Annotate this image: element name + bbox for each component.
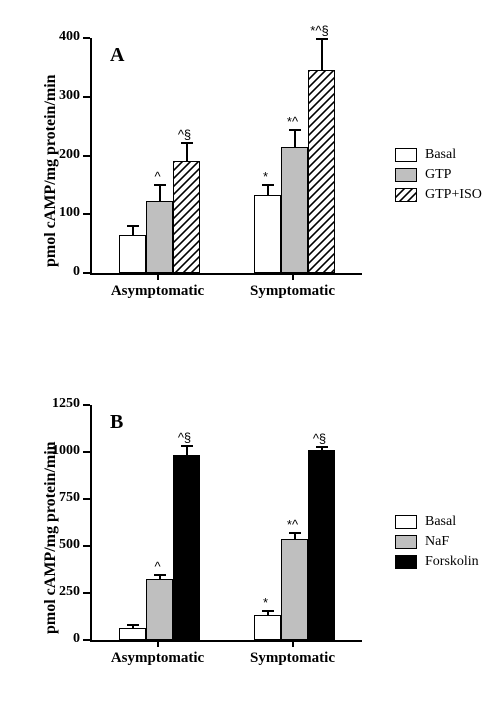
error-cap (289, 129, 301, 131)
sig-annotation: * (263, 169, 268, 184)
bar (281, 539, 308, 640)
sig-annotation: *^ (287, 517, 298, 532)
category-label: Symptomatic (250, 283, 335, 300)
panel-label: B (110, 411, 123, 434)
ytick (83, 96, 90, 98)
legend-swatch (395, 555, 417, 569)
error-cap (262, 610, 274, 612)
bar (308, 450, 335, 640)
legend-swatch (395, 188, 417, 202)
legend-label: Basal (425, 514, 456, 530)
panel-label: A (110, 44, 124, 67)
error-cap (262, 184, 274, 186)
legend-item: Basal (395, 514, 479, 530)
bar (119, 628, 146, 640)
sig-annotation: ^§ (178, 127, 191, 142)
error-bar (186, 143, 188, 162)
error-cap (181, 142, 193, 144)
panel-B: 025050075010001250Asymptomatic^^§Symptom… (30, 385, 500, 695)
ytick (83, 639, 90, 641)
error-cap (316, 446, 328, 448)
legend-item: GTP+ISO (395, 187, 482, 203)
xtick (157, 640, 159, 647)
ytick-label: 400 (38, 29, 80, 45)
sig-annotation: ^§ (178, 430, 191, 445)
sig-annotation: *^ (287, 114, 298, 129)
error-cap (154, 574, 166, 576)
error-bar (159, 185, 161, 201)
error-bar (132, 226, 134, 235)
bar (281, 147, 308, 273)
xtick (292, 640, 294, 647)
sig-annotation: * (263, 595, 268, 610)
bar (254, 615, 281, 640)
sig-annotation: *^§ (310, 23, 328, 38)
legend-swatch (395, 168, 417, 182)
panel-A: 0100200300400Asymptomatic^^§Symptomatic*… (30, 18, 500, 328)
legend-swatch (395, 148, 417, 162)
y-axis-label: pmol cAMP/mg protein/min (42, 441, 60, 634)
y-axis-label: pmol cAMP/mg protein/min (42, 74, 60, 267)
legend-swatch (395, 515, 417, 529)
ytick (83, 155, 90, 157)
ytick (83, 545, 90, 547)
ytick (83, 37, 90, 39)
error-cap (289, 532, 301, 534)
category-label: Asymptomatic (111, 650, 204, 667)
legend-label: Basal (425, 147, 456, 163)
error-cap (154, 184, 166, 186)
legend-item: GTP (395, 167, 482, 183)
error-cap (127, 225, 139, 227)
ytick (83, 404, 90, 406)
error-cap (316, 38, 328, 40)
error-cap (181, 445, 193, 447)
legend-item: NaF (395, 534, 479, 550)
legend: Basal NaF Forskolin (395, 510, 479, 574)
error-bar (186, 446, 188, 454)
category-label: Asymptomatic (111, 283, 204, 300)
legend-item: Basal (395, 147, 482, 163)
legend-swatch (395, 535, 417, 549)
error-bar (267, 185, 269, 196)
error-cap (127, 624, 139, 626)
ytick (83, 592, 90, 594)
bar (119, 235, 146, 273)
legend-item: Forskolin (395, 554, 479, 570)
bar (173, 161, 200, 273)
bar (254, 195, 281, 273)
category-label: Symptomatic (250, 650, 335, 667)
legend-label: GTP+ISO (425, 187, 482, 203)
sig-annotation: ^ (154, 169, 160, 184)
legend-label: GTP (425, 167, 451, 183)
error-bar (294, 130, 296, 146)
ytick (83, 272, 90, 274)
sig-annotation: ^§ (313, 431, 326, 446)
bar (173, 455, 200, 640)
ytick (83, 498, 90, 500)
bar (146, 201, 173, 273)
sig-annotation: ^ (154, 559, 160, 574)
legend-label: Forskolin (425, 554, 479, 570)
xtick (157, 273, 159, 280)
plot-area (90, 38, 362, 275)
ytick-label: 1250 (38, 396, 80, 412)
legend: Basal GTP GTP+ISO (395, 143, 482, 207)
ytick (83, 213, 90, 215)
bar (146, 579, 173, 640)
xtick (292, 273, 294, 280)
error-bar (321, 39, 323, 70)
ytick (83, 451, 90, 453)
bar (308, 70, 335, 273)
legend-label: NaF (425, 534, 449, 550)
